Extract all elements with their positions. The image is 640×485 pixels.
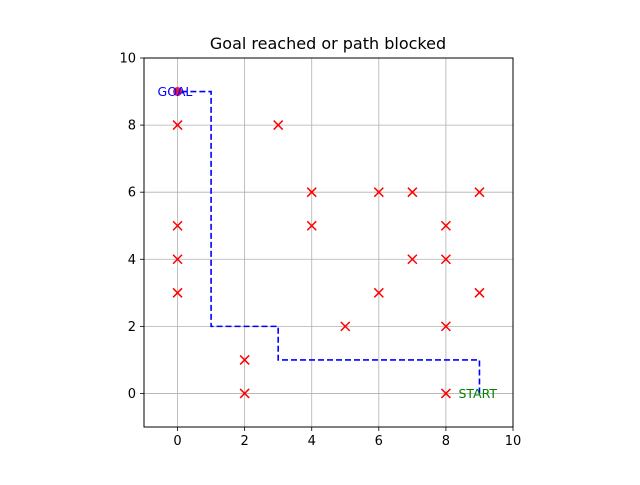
x-tick-label: 10 [505, 434, 522, 449]
obstacle-marker [172, 120, 183, 131]
chart-title: Goal reached or path blocked [210, 34, 446, 53]
obstacle-marker [440, 321, 451, 332]
y-tick-label: 8 [128, 119, 136, 134]
obstacle-marker [407, 254, 418, 265]
y-tick-label: 2 [128, 320, 136, 335]
start-label: START [458, 386, 497, 401]
obstacle-marker [306, 220, 317, 231]
obstacle-marker [239, 388, 250, 399]
obstacle-marker [373, 187, 384, 198]
y-tick-label: 0 [128, 387, 136, 402]
path-layer [177, 90, 481, 394]
planned-path-line [177, 90, 481, 394]
obstacle-marker [440, 254, 451, 265]
obstacle-marker [306, 187, 317, 198]
obstacle-marker [440, 388, 451, 399]
obstacle-marker [440, 220, 451, 231]
obstacle-marker [273, 120, 284, 131]
obstacle-marker [474, 187, 485, 198]
obstacle-marker [373, 287, 384, 298]
obstacle-marker [407, 187, 418, 198]
obstacle-markers [172, 87, 485, 399]
axes-frame [143, 57, 514, 428]
obstacle-marker [340, 321, 351, 332]
axis-ticks: 0 2 4 6 8 10 0 2 4 6 8 10 [119, 52, 521, 450]
goal-label: GOAL [158, 84, 193, 99]
y-tick-label: 4 [128, 253, 136, 268]
obstacle-marker [172, 254, 183, 265]
y-tick-label: 6 [128, 186, 136, 201]
grid-lines [144, 57, 514, 427]
point-labels: GOAL START [158, 84, 498, 401]
y-tick-label: 10 [119, 52, 136, 67]
goal-marker [173, 87, 183, 97]
x-tick-label: 4 [308, 434, 316, 449]
obstacle-marker [172, 220, 183, 231]
obstacle-marker [172, 287, 183, 298]
obstacle-marker [239, 354, 250, 365]
x-tick-label: 8 [442, 434, 450, 449]
x-tick-label: 6 [375, 434, 383, 449]
x-tick-label: 0 [173, 434, 181, 449]
x-tick-label: 2 [240, 434, 248, 449]
obstacle-marker [474, 287, 485, 298]
